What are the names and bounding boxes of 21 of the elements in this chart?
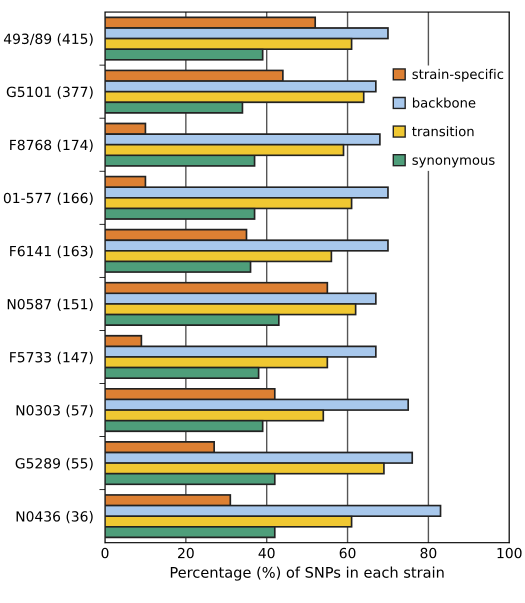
legend-label: strain-specific xyxy=(412,68,504,82)
x-axis-title: Percentage (%) of SNPs in each strain xyxy=(170,566,444,581)
x-tick-label: 80 xyxy=(420,548,436,558)
x-tick-label: 100 xyxy=(498,548,522,558)
y-tick-label: 01-577 (166) xyxy=(4,192,93,205)
x-tick-label: 20 xyxy=(178,548,194,558)
legend-label: synonymous xyxy=(412,157,495,168)
y-tick-label: N0436 (36) xyxy=(16,510,93,524)
x-tick-label: 40 xyxy=(258,548,275,558)
y-tick-label: F8768 (174) xyxy=(10,139,93,152)
y-tick-label: 493/89 (415) xyxy=(4,33,93,46)
x-tick-label: 60 xyxy=(340,548,356,558)
legend-label: backbone xyxy=(412,98,476,108)
x-tick-label: 0 xyxy=(101,548,108,558)
y-tick-label: F5733 (147) xyxy=(10,352,93,364)
y-tick-label: N0303 (57) xyxy=(16,404,93,418)
y-tick-label: G5101 (377) xyxy=(6,86,93,99)
y-tick-label: G5289 (55) xyxy=(16,458,93,470)
y-tick-label: F6141 (163) xyxy=(10,246,93,258)
y-tick-label: N0587 (151) xyxy=(8,298,93,312)
legend-label: transition xyxy=(412,126,474,136)
